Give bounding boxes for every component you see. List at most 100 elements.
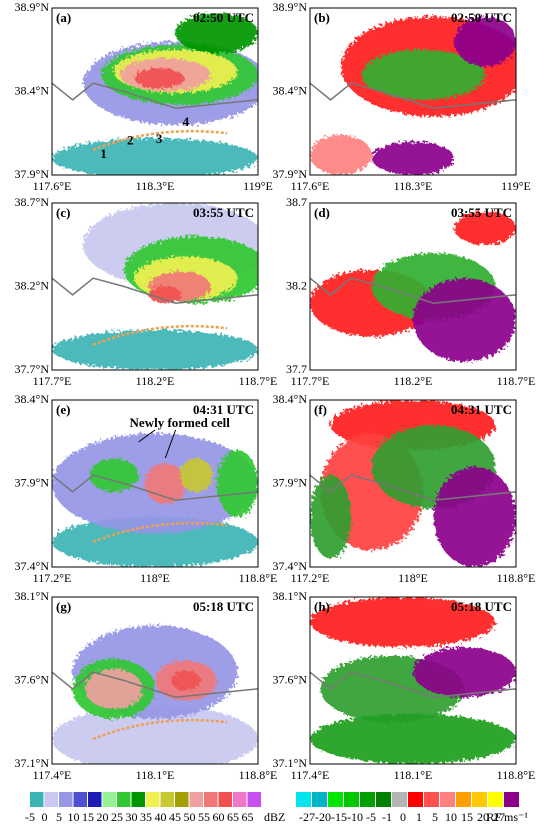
colorbar-label: 30 bbox=[126, 810, 138, 824]
x-tick-label: 118°E bbox=[398, 571, 428, 585]
echo bbox=[52, 329, 258, 370]
x-tick-label: 118.8°E bbox=[497, 571, 536, 585]
x-tick-label: 118.8°E bbox=[497, 768, 536, 782]
echo bbox=[433, 466, 516, 567]
colorbar-label: 15 bbox=[461, 810, 473, 824]
panel-frame bbox=[309, 7, 517, 176]
colorbar-label: -20 bbox=[315, 810, 331, 824]
panel-time: 04:31 UTC bbox=[193, 402, 254, 417]
panel-label: (c) bbox=[56, 205, 70, 220]
echo bbox=[89, 458, 139, 492]
annotation: Newly formed cell bbox=[130, 415, 231, 430]
x-tick-label: 118.3°E bbox=[136, 179, 175, 193]
panel-time: 02:50 UTC bbox=[451, 10, 512, 25]
echo bbox=[310, 713, 516, 764]
y-tick-label: 37.9°N bbox=[15, 167, 50, 181]
echo bbox=[413, 647, 516, 698]
colorbar-label: 10 bbox=[68, 810, 80, 824]
panel-frame bbox=[51, 399, 259, 568]
colorbar-label: 5 bbox=[56, 810, 62, 824]
y-tick-label: 37.4°N bbox=[15, 559, 50, 573]
y-tick-label: 38.4°N bbox=[273, 392, 308, 406]
colorbar-label: 40 bbox=[155, 810, 167, 824]
colorbar-label: 35 bbox=[140, 810, 152, 824]
colorbar-label: 0 bbox=[42, 810, 48, 824]
colorbar-label: -10 bbox=[347, 810, 363, 824]
colorbar-swatch bbox=[424, 792, 439, 807]
colorbar-swatch bbox=[296, 792, 311, 807]
colorbar-swatch bbox=[204, 792, 218, 807]
colorbar-label: 65 bbox=[227, 810, 239, 824]
x-tick-label: 119°E bbox=[501, 179, 531, 193]
colorbar-swatch bbox=[59, 792, 73, 807]
echo bbox=[310, 134, 372, 175]
colorbar-label: 20 bbox=[477, 810, 489, 824]
radar-echo bbox=[52, 433, 258, 567]
annotation: 4 bbox=[183, 114, 190, 129]
radar-image bbox=[52, 203, 258, 370]
colorbar-swatch bbox=[73, 792, 87, 807]
y-tick-label: 37.9°N bbox=[273, 167, 308, 181]
convergence-line bbox=[92, 129, 228, 152]
colorbar-label: 10 bbox=[445, 810, 457, 824]
colorbar-swatch bbox=[360, 792, 375, 807]
colorbar-swatch bbox=[392, 792, 407, 807]
y-tick-label: 38.1°N bbox=[273, 589, 308, 603]
radar-image bbox=[52, 13, 258, 175]
x-tick-label: 117.6°E bbox=[291, 179, 330, 193]
radar-image bbox=[52, 625, 258, 764]
radar-echo bbox=[310, 400, 516, 567]
y-tick-label: 38.4°N bbox=[15, 83, 50, 97]
colorbar-label: 45 bbox=[169, 810, 181, 824]
convergence-line bbox=[92, 324, 228, 347]
echo bbox=[361, 49, 486, 100]
x-tick-label: 117.2°E bbox=[291, 571, 330, 585]
convergence-line bbox=[92, 718, 228, 741]
echo bbox=[310, 475, 352, 559]
colorbar-swatch bbox=[344, 792, 359, 807]
coastline bbox=[52, 671, 258, 698]
echo bbox=[179, 458, 213, 492]
x-tick-label: 118.1°E bbox=[394, 768, 433, 782]
colorbar-swatch bbox=[117, 792, 131, 807]
colorbar-label: 15 bbox=[82, 810, 94, 824]
panel-time: 02:50 UTC bbox=[193, 10, 254, 25]
panel-frame bbox=[51, 202, 259, 371]
echo bbox=[175, 13, 258, 54]
colorbar-unit: dBZ bbox=[264, 810, 285, 824]
colorbar-swatch bbox=[146, 792, 160, 807]
panel-time: 03:55 UTC bbox=[193, 205, 254, 220]
x-tick-label: 118°E bbox=[140, 571, 170, 585]
y-tick-label: 37.7°N bbox=[15, 362, 50, 376]
colorbar-swatch bbox=[247, 792, 261, 807]
colorbar-label: -1 bbox=[382, 810, 392, 824]
colorbar-swatch bbox=[44, 792, 58, 807]
y-tick-label: 37.9°N bbox=[273, 475, 308, 489]
colorbar-swatch bbox=[30, 792, 44, 807]
panel-frame bbox=[309, 596, 517, 765]
panel-time: 03:55 UTC bbox=[451, 205, 512, 220]
radar-echo bbox=[310, 211, 516, 362]
echo bbox=[310, 597, 496, 648]
coastline bbox=[52, 82, 258, 109]
radar-image bbox=[310, 400, 516, 567]
annotation-arrow bbox=[138, 429, 156, 443]
echo bbox=[371, 141, 455, 175]
radar-echo bbox=[310, 16, 516, 175]
colorbar-swatch bbox=[88, 792, 102, 807]
radar-image bbox=[52, 433, 258, 567]
colorbar-swatch bbox=[218, 792, 232, 807]
echo bbox=[413, 278, 516, 362]
colorbar-unit: RF ms⁻¹ bbox=[486, 810, 528, 824]
x-tick-label: 118.2°E bbox=[136, 374, 175, 388]
coastline bbox=[310, 277, 516, 304]
panel-label: (a) bbox=[56, 10, 71, 25]
colorbar-swatch bbox=[504, 792, 519, 807]
panel-time: 04:31 UTC bbox=[451, 402, 512, 417]
colorbar-label: 50 bbox=[184, 810, 196, 824]
